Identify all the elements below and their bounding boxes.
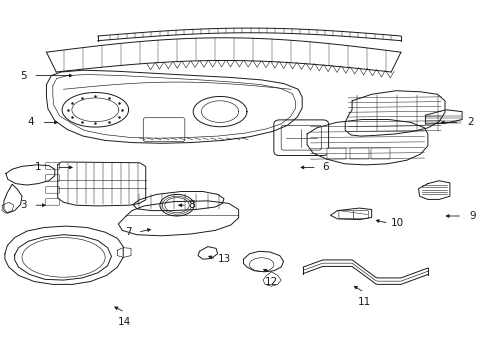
FancyBboxPatch shape bbox=[281, 125, 321, 150]
Ellipse shape bbox=[164, 198, 189, 213]
Text: 2: 2 bbox=[466, 117, 473, 127]
Ellipse shape bbox=[249, 258, 273, 271]
Ellipse shape bbox=[22, 238, 105, 277]
Text: 10: 10 bbox=[390, 218, 404, 228]
Text: 9: 9 bbox=[468, 211, 475, 221]
FancyBboxPatch shape bbox=[338, 211, 353, 219]
Text: 8: 8 bbox=[188, 200, 195, 210]
FancyBboxPatch shape bbox=[273, 120, 328, 156]
FancyBboxPatch shape bbox=[349, 148, 368, 159]
FancyBboxPatch shape bbox=[45, 163, 60, 169]
Text: 12: 12 bbox=[264, 277, 278, 287]
FancyBboxPatch shape bbox=[45, 199, 60, 205]
FancyBboxPatch shape bbox=[143, 118, 184, 141]
Text: 3: 3 bbox=[20, 200, 27, 210]
Text: 1: 1 bbox=[35, 162, 41, 172]
Text: 13: 13 bbox=[217, 254, 230, 264]
FancyBboxPatch shape bbox=[370, 148, 389, 159]
FancyBboxPatch shape bbox=[45, 187, 60, 193]
Ellipse shape bbox=[160, 194, 194, 216]
FancyBboxPatch shape bbox=[353, 211, 368, 219]
FancyBboxPatch shape bbox=[45, 175, 60, 181]
Text: 4: 4 bbox=[27, 117, 34, 127]
Text: 7: 7 bbox=[125, 227, 132, 237]
Text: 6: 6 bbox=[322, 162, 329, 172]
Text: 11: 11 bbox=[357, 297, 370, 307]
Text: 5: 5 bbox=[20, 71, 27, 81]
Text: 14: 14 bbox=[118, 317, 131, 327]
FancyBboxPatch shape bbox=[326, 148, 346, 159]
